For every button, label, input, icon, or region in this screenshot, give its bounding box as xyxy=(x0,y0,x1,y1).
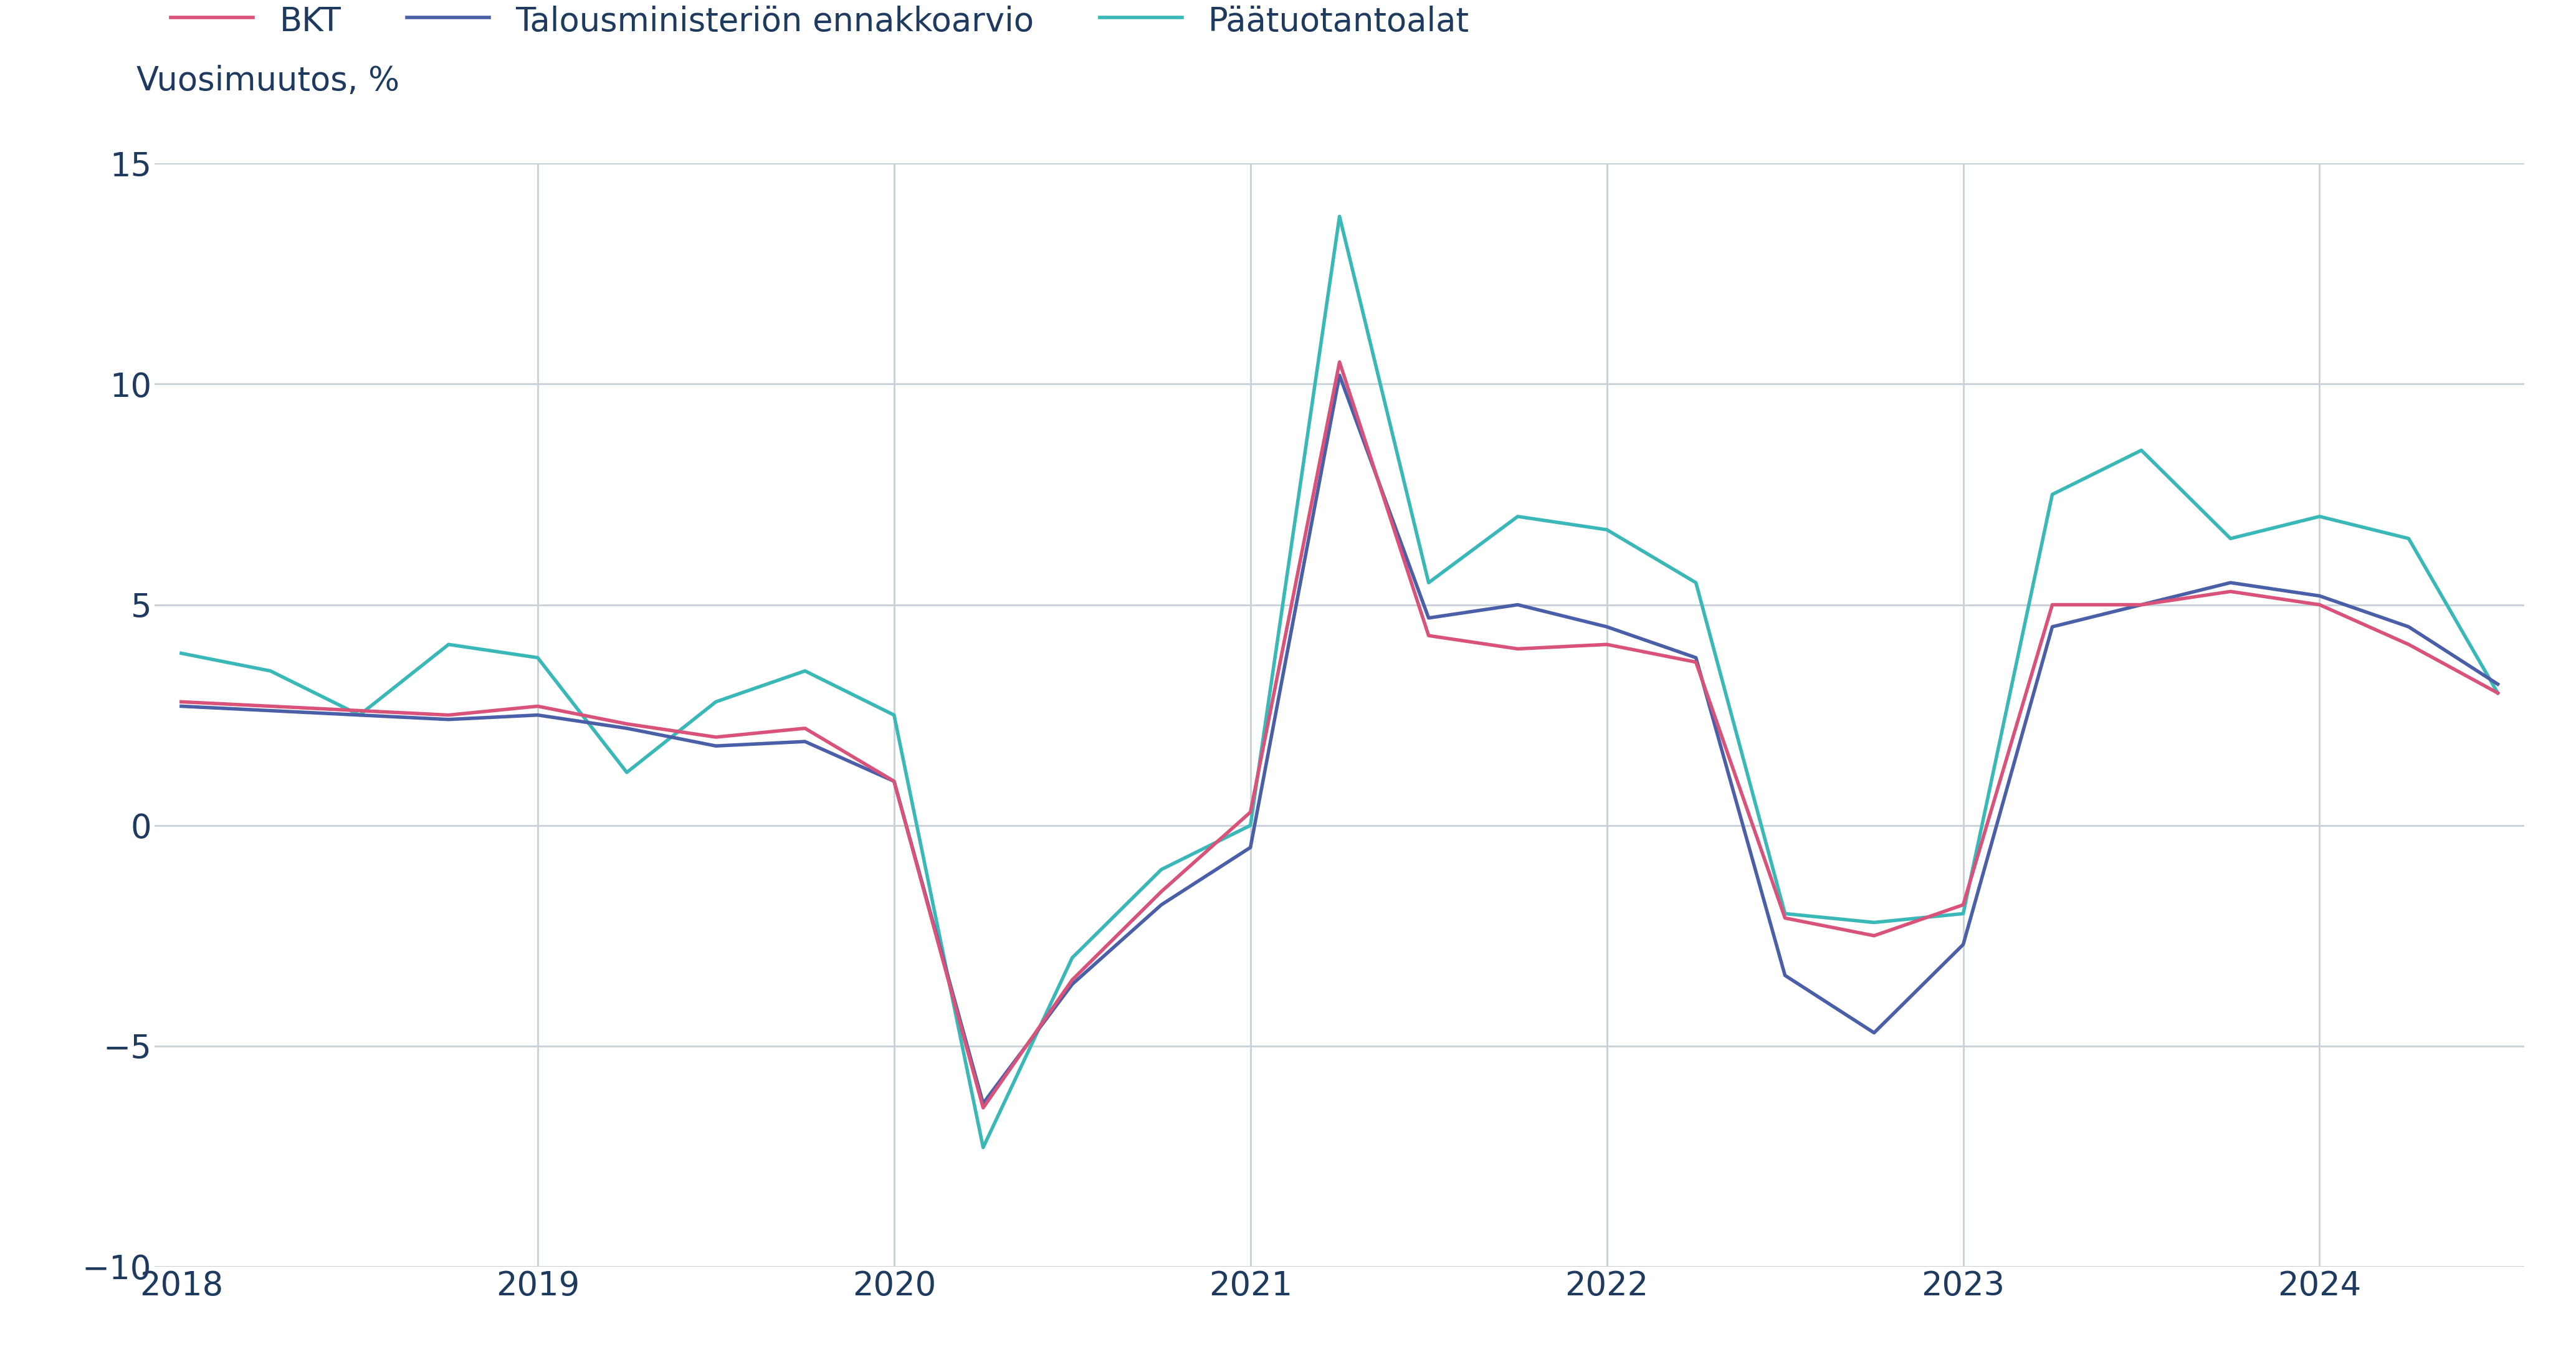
Text: Vuosimuutos, %: Vuosimuutos, % xyxy=(137,65,399,97)
Legend: BKT, Talousministeriön ennakkoarvio, Päätuotantoalat: BKT, Talousministeriön ennakkoarvio, Pää… xyxy=(170,3,1468,38)
